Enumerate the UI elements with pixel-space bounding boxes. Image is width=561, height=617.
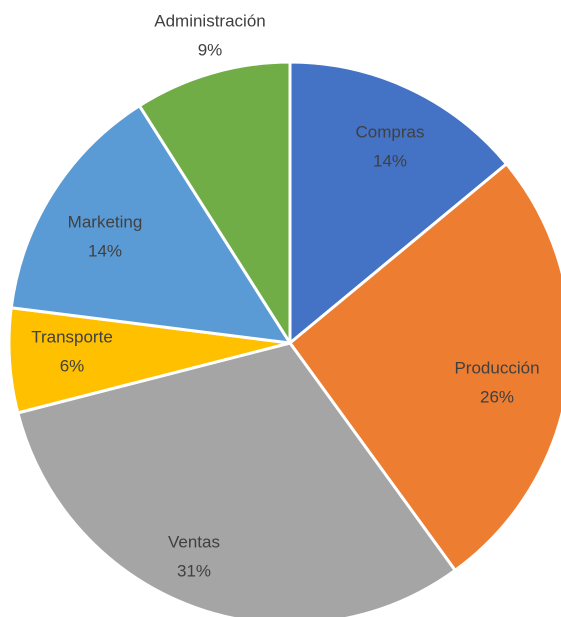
slice-value-label: 31% — [177, 561, 211, 580]
pie-slice — [288, 60, 509, 345]
slice-label: Administración — [154, 11, 266, 30]
slice-label: Transporte — [31, 327, 113, 346]
slice-value-label: 14% — [88, 241, 122, 260]
slice-label: Producción — [454, 358, 539, 377]
slice-value-label: 26% — [480, 387, 514, 406]
pie-slice — [9, 104, 292, 345]
pie-slice — [137, 60, 292, 345]
pie-slice — [288, 162, 561, 572]
pie-slice — [16, 341, 457, 617]
slice-value-label: 14% — [373, 151, 407, 170]
slice-label: Ventas — [168, 532, 220, 551]
slice-value-label: 9% — [198, 40, 223, 59]
slice-value-label: 6% — [60, 356, 85, 375]
slice-label: Marketing — [68, 212, 143, 231]
slice-label: Compras — [356, 122, 425, 141]
